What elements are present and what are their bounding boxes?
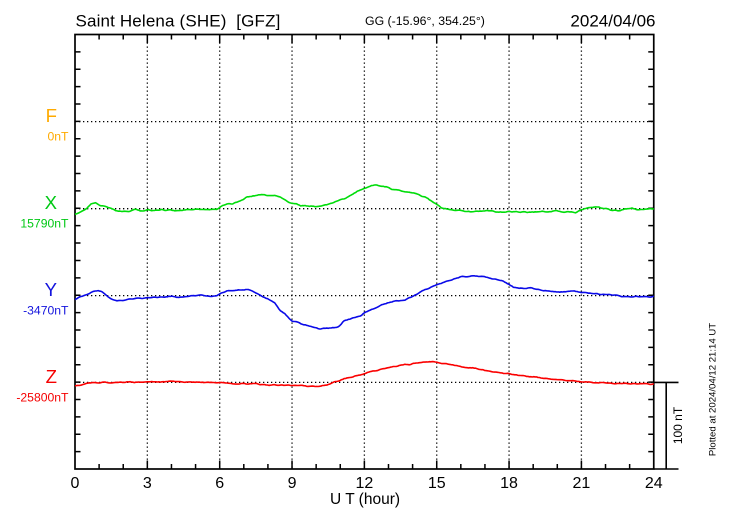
- svg-text:GG (-15.96°, 354.25°): GG (-15.96°, 354.25°): [365, 14, 485, 28]
- svg-text:U T (hour): U T (hour): [330, 491, 400, 508]
- svg-text:X: X: [45, 192, 58, 213]
- svg-text:100 nT: 100 nT: [671, 406, 685, 444]
- svg-text:Saint Helena (SHE) [GFZ]: Saint Helena (SHE) [GFZ]: [76, 12, 281, 31]
- svg-text:Plotted at 2024/04/12 21:14 UT: Plotted at 2024/04/12 21:14 UT: [707, 323, 718, 456]
- svg-text:Z: Z: [46, 366, 57, 387]
- svg-text:0nT: 0nT: [47, 130, 69, 144]
- svg-text:-3470nT: -3470nT: [23, 304, 69, 318]
- svg-text:15: 15: [428, 475, 446, 492]
- svg-text:24: 24: [645, 475, 663, 492]
- svg-text:9: 9: [288, 475, 297, 492]
- svg-text:3: 3: [143, 475, 152, 492]
- svg-text:21: 21: [573, 475, 591, 492]
- svg-text:12: 12: [355, 475, 373, 492]
- svg-text:2024/04/06: 2024/04/06: [570, 12, 655, 31]
- svg-text:Y: Y: [45, 279, 57, 300]
- svg-text:-25800nT: -25800nT: [16, 390, 69, 404]
- svg-text:15790nT: 15790nT: [20, 217, 69, 231]
- svg-text:0: 0: [71, 475, 80, 492]
- svg-text:6: 6: [215, 475, 224, 492]
- svg-text:F: F: [46, 105, 57, 126]
- svg-text:18: 18: [500, 475, 518, 492]
